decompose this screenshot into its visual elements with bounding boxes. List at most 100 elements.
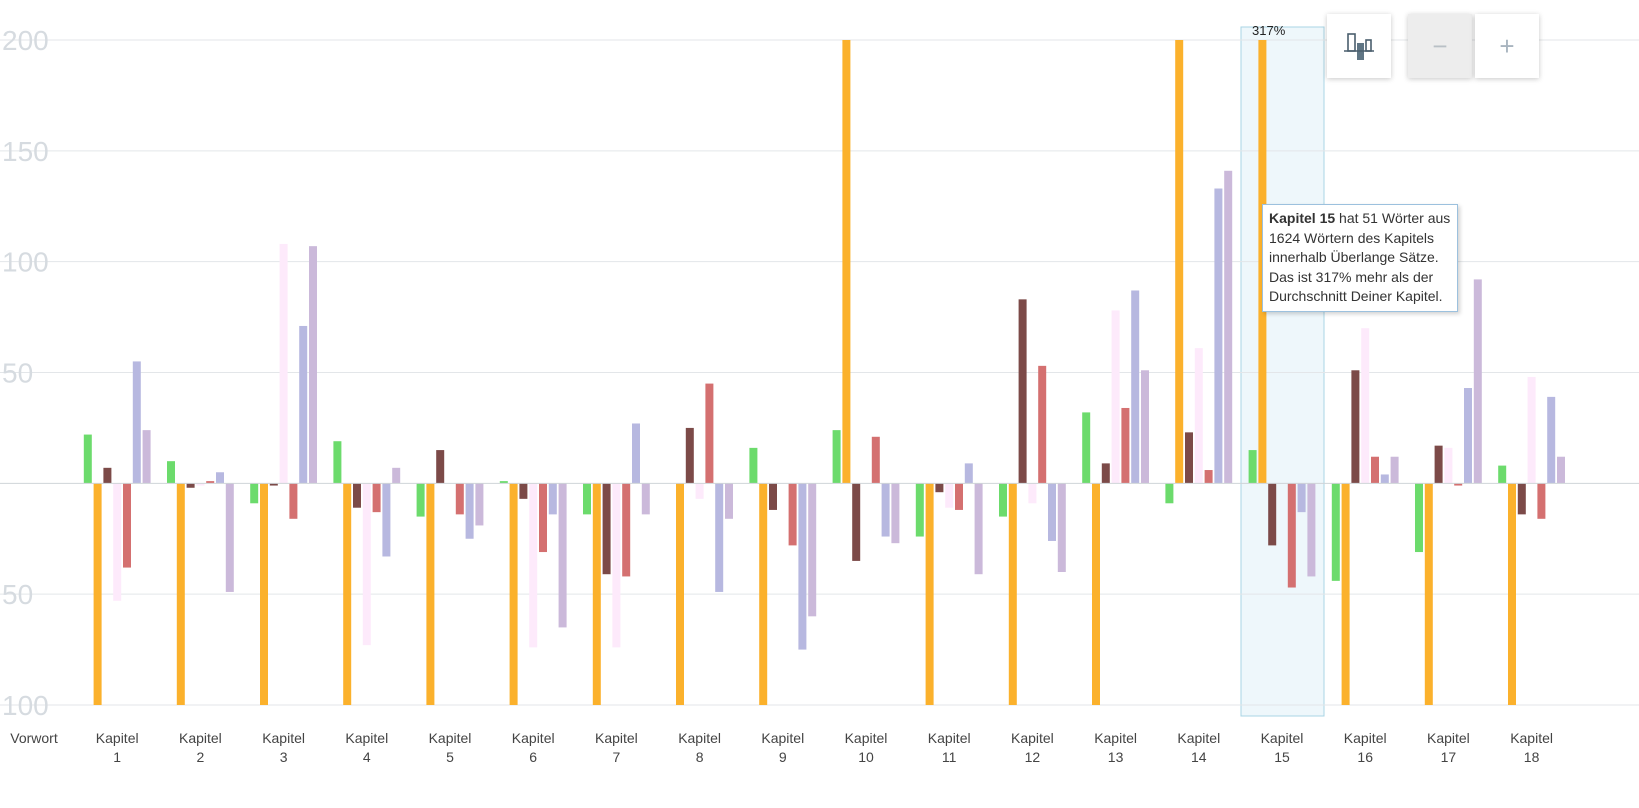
bar[interactable]: [539, 483, 547, 553]
bar[interactable]: [529, 483, 538, 648]
bar[interactable]: [196, 483, 205, 486]
bar[interactable]: [842, 40, 851, 484]
bar[interactable]: [725, 483, 733, 519]
bar[interactable]: [1008, 483, 1017, 705]
bar[interactable]: [715, 483, 724, 592]
bar[interactable]: [832, 430, 841, 484]
zoom-in-button[interactable]: +: [1475, 14, 1539, 78]
bar[interactable]: [142, 430, 151, 484]
bar[interactable]: [426, 483, 435, 705]
bar[interactable]: [1331, 483, 1340, 581]
bar[interactable]: [1268, 483, 1277, 546]
bar[interactable]: [1194, 348, 1203, 484]
bar[interactable]: [1424, 483, 1433, 705]
bar[interactable]: [1038, 365, 1047, 484]
bar[interactable]: [1390, 456, 1399, 484]
bar[interactable]: [83, 434, 92, 484]
bar[interactable]: [1185, 432, 1193, 484]
bar[interactable]: [788, 483, 797, 546]
bar[interactable]: [749, 447, 758, 484]
bar[interactable]: [309, 246, 317, 484]
zoom-out-button[interactable]: −: [1408, 14, 1472, 78]
bar[interactable]: [935, 483, 944, 493]
bar[interactable]: [353, 483, 361, 508]
bar[interactable]: [103, 467, 112, 484]
bar[interactable]: [769, 483, 777, 510]
bar[interactable]: [93, 483, 102, 705]
bar[interactable]: [1498, 465, 1507, 484]
chart-view-button[interactable]: [1327, 14, 1391, 78]
bar[interactable]: [1444, 447, 1453, 484]
bar[interactable]: [612, 483, 621, 648]
bar[interactable]: [455, 483, 464, 515]
bar[interactable]: [1517, 483, 1526, 515]
bar[interactable]: [1101, 463, 1110, 484]
bar[interactable]: [1141, 370, 1149, 484]
bar[interactable]: [676, 483, 684, 705]
bar[interactable]: [1454, 483, 1463, 486]
bar[interactable]: [279, 243, 288, 484]
bar[interactable]: [216, 472, 224, 484]
bar[interactable]: [186, 483, 195, 488]
bar[interactable]: [1371, 456, 1379, 484]
bar[interactable]: [974, 483, 983, 575]
bar[interactable]: [871, 436, 880, 484]
bar[interactable]: [1028, 483, 1037, 504]
bar[interactable]: [206, 481, 215, 484]
bar[interactable]: [641, 483, 650, 515]
bar[interactable]: [1224, 170, 1233, 484]
bar[interactable]: [999, 483, 1007, 517]
bar[interactable]: [289, 483, 298, 519]
bar[interactable]: [925, 483, 934, 705]
bar[interactable]: [705, 383, 714, 484]
bar[interactable]: [798, 483, 807, 650]
bar[interactable]: [1464, 388, 1472, 484]
bar[interactable]: [915, 483, 924, 537]
bar[interactable]: [132, 361, 141, 484]
bar[interactable]: [583, 483, 591, 515]
bar[interactable]: [964, 463, 973, 484]
bar[interactable]: [1557, 456, 1565, 484]
bar[interactable]: [602, 483, 611, 575]
bar[interactable]: [1307, 483, 1316, 577]
bar[interactable]: [1508, 483, 1516, 705]
bar[interactable]: [333, 441, 342, 484]
bar[interactable]: [1175, 40, 1184, 484]
bar[interactable]: [1111, 310, 1120, 484]
bar[interactable]: [1248, 450, 1257, 484]
bar[interactable]: [632, 423, 640, 484]
bar[interactable]: [499, 481, 508, 484]
bar[interactable]: [1048, 483, 1056, 541]
bar[interactable]: [1473, 279, 1482, 484]
bar[interactable]: [891, 483, 900, 544]
bar[interactable]: [176, 483, 185, 705]
bar[interactable]: [519, 483, 528, 499]
bar[interactable]: [372, 483, 381, 513]
bar[interactable]: [509, 483, 518, 705]
bar[interactable]: [592, 483, 601, 705]
bar[interactable]: [548, 483, 557, 515]
bar[interactable]: [436, 450, 445, 484]
bar[interactable]: [1057, 483, 1066, 572]
bar[interactable]: [1297, 483, 1306, 513]
bar[interactable]: [1131, 290, 1140, 484]
bar[interactable]: [1351, 370, 1360, 484]
bar[interactable]: [1341, 483, 1350, 705]
bar[interactable]: [1121, 407, 1130, 484]
bar[interactable]: [808, 483, 817, 617]
bar[interactable]: [167, 461, 175, 484]
bar[interactable]: [475, 483, 484, 526]
bar[interactable]: [622, 483, 631, 577]
bar[interactable]: [1082, 412, 1091, 484]
bar[interactable]: [1287, 483, 1296, 588]
bar[interactable]: [416, 483, 425, 517]
bar[interactable]: [1380, 474, 1389, 484]
bar[interactable]: [695, 483, 704, 499]
bar[interactable]: [1214, 188, 1223, 484]
bar[interactable]: [123, 483, 131, 568]
bar[interactable]: [1527, 376, 1536, 484]
bar[interactable]: [945, 483, 954, 508]
bar[interactable]: [558, 483, 567, 628]
bar[interactable]: [1547, 396, 1556, 484]
bar[interactable]: [685, 427, 694, 484]
